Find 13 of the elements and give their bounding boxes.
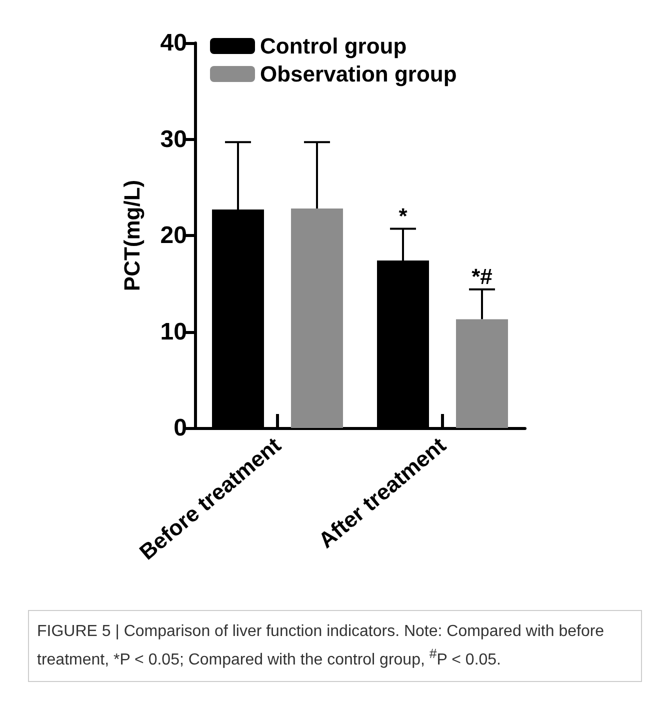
legend-label: Control group (260, 34, 407, 58)
annotation: *# (472, 264, 492, 289)
bar (291, 208, 343, 428)
y-tick-label: 20 (160, 222, 187, 249)
y-tick-label: 10 (160, 318, 187, 346)
y-tick-label: 0 (174, 414, 187, 442)
y-tick-label: 30 (160, 126, 187, 153)
y-axis-title: PCT(mg/L) (120, 180, 144, 292)
bar (456, 319, 508, 428)
legend-label: Observation group (260, 62, 457, 86)
annotation: * (398, 203, 408, 228)
caption: FIGURE 5 | Comparison of liver function indicators. Note: Compared with before treatment, *P < 0.05; Compared with the control group, $^{#}$P < 0.05. (28, 610, 642, 682)
y-tick-label: 40 (160, 30, 187, 56)
